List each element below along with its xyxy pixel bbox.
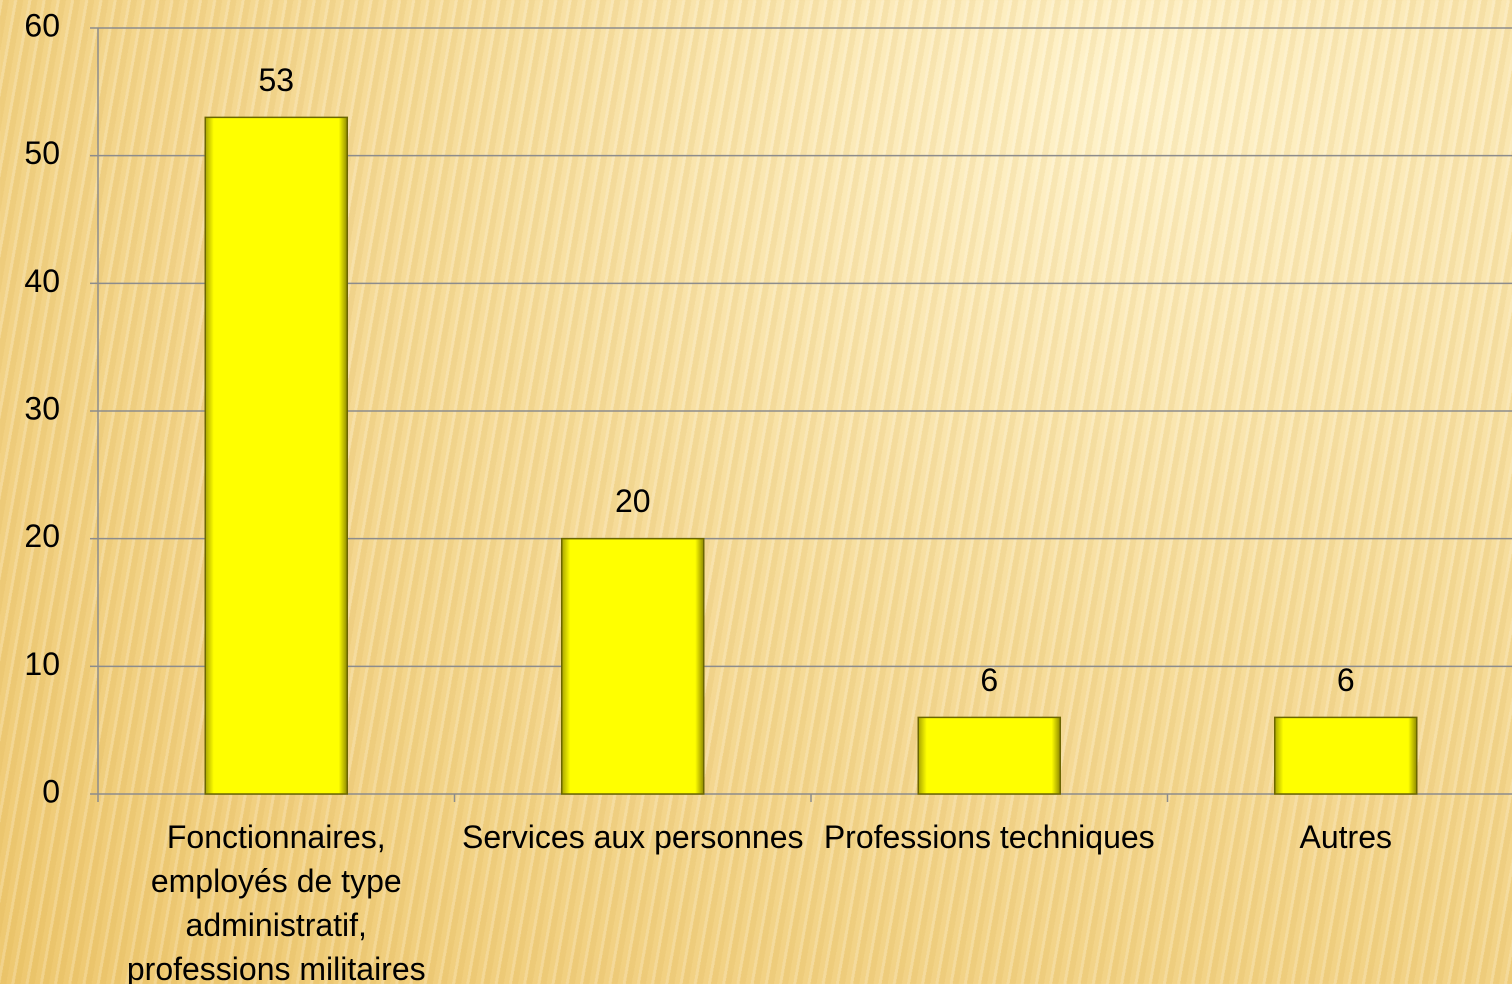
bar (204, 116, 348, 795)
bar (1274, 716, 1418, 795)
value-label: 6 (1337, 662, 1355, 698)
y-tick-label: 0 (42, 773, 60, 809)
x-tick-label: Professions techniques (823, 819, 1155, 855)
x-tick-label: Autres (1299, 819, 1392, 855)
y-tick-label: 60 (24, 7, 60, 43)
bar (917, 716, 1061, 795)
y-tick-label: 20 (24, 518, 60, 554)
value-label: 53 (258, 62, 294, 98)
y-tick-label: 10 (24, 646, 60, 682)
value-label: 20 (615, 483, 651, 519)
value-label: 6 (980, 662, 998, 698)
y-tick-label: 30 (24, 390, 60, 426)
y-tick-label: 50 (24, 135, 60, 171)
y-tick-label: 40 (24, 263, 60, 299)
x-tick-label: Fonctionnaires, employés de type adminis… (126, 819, 426, 984)
bar (561, 537, 705, 795)
x-tick-label: Services aux personnes (461, 819, 804, 855)
